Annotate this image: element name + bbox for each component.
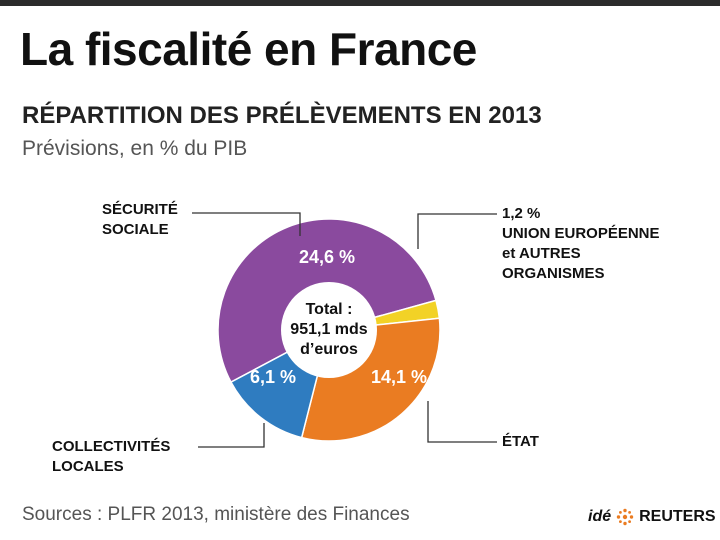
callout-securite-sociale: SÉCURITÉ SOCIALE — [102, 200, 178, 240]
callout-line: SÉCURITÉ — [102, 201, 178, 218]
callout-line: ORGANISMES — [502, 265, 605, 282]
brand-prefix: idé — [588, 508, 612, 525]
callout-line: ÉTAT — [502, 433, 539, 450]
slice-value-label-2: 14,1 % — [371, 367, 427, 387]
leader-line-2 — [427, 401, 497, 443]
center-total-line-0: Total : — [306, 301, 353, 318]
callout-line: COLLECTIVITÉS — [52, 438, 171, 455]
source-note: Sources : PLFR 2013, ministère des Finan… — [22, 504, 410, 525]
brand-name: REUTERS — [639, 508, 716, 525]
callout-line: SOCIALE — [102, 221, 169, 238]
callout-etat: ÉTAT — [502, 432, 539, 452]
center-total-line-1: 951,1 mds — [290, 321, 367, 338]
chart-note: Prévisions, en % du PIB — [22, 137, 248, 160]
slice-value-label-0: 24,6 % — [299, 247, 355, 267]
callout-line: UNION EUROPÉENNE — [502, 225, 660, 242]
callout-union-europeenne: 1,2 % UNION EUROPÉENNE et AUTRES ORGANIS… — [502, 204, 660, 284]
callout-line: 1,2 % — [502, 205, 541, 222]
leader-line-1 — [417, 213, 497, 249]
callout-line: LOCALES — [52, 458, 124, 475]
donut-hole — [281, 282, 377, 378]
slice-value-label-3: 6,1 % — [250, 367, 296, 387]
leader-line-3 — [198, 423, 265, 448]
top-bar — [0, 0, 720, 6]
center-total-line-2: d’euros — [300, 341, 358, 358]
reuters-dot-logo-icon — [616, 508, 634, 526]
callout-line: et AUTRES — [502, 245, 581, 262]
page-title: La fiscalité en France — [20, 23, 477, 75]
chart-subtitle: RÉPARTITION DES PRÉLÈVEMENTS EN 2013 — [22, 102, 542, 129]
callout-collectivites-locales: COLLECTIVITÉS LOCALES — [52, 437, 170, 477]
leader-line-0 — [192, 212, 301, 236]
reuters-brand: idé REUTERS — [588, 505, 716, 529]
